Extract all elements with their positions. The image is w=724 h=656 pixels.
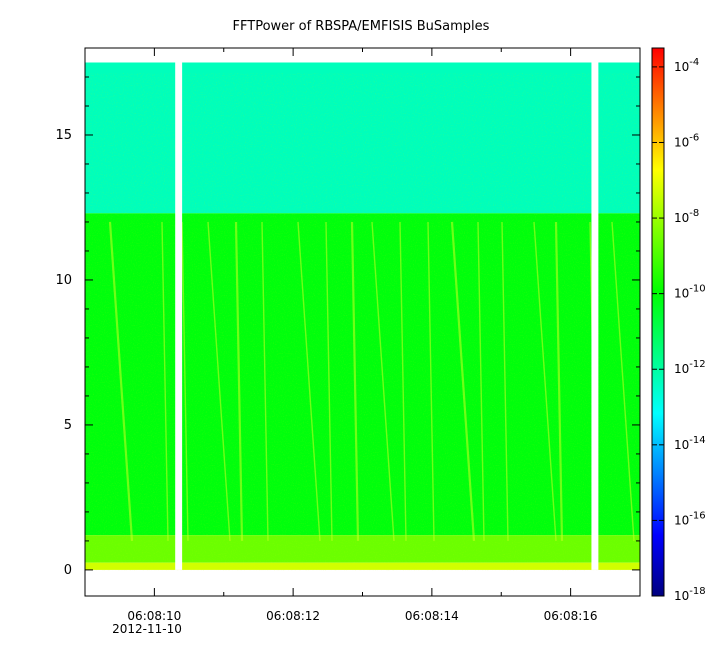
spectrogram-streak: [181, 221, 189, 541]
colorbar-tick-label: 10-16: [674, 510, 706, 527]
x-date-label: 2012-11-10: [112, 622, 182, 636]
spectrogram-streak: [477, 221, 485, 541]
spectrogram-streak: [261, 221, 269, 541]
y-tick-label: 15: [55, 128, 72, 143]
y-tick-label: 10: [55, 273, 72, 288]
colorbar-tick-label: 10-10: [674, 284, 706, 301]
spectrogram-streak: [533, 221, 557, 541]
colorbar-tick-label: 10-12: [674, 359, 706, 376]
y-tick-label: 0: [64, 563, 72, 578]
x-tick-label: 06:08:14: [405, 609, 459, 623]
noise-texture: [85, 73, 640, 571]
x-axis: 06:08:10 06:08:12 06:08:14 06:08:16: [84, 48, 641, 623]
spectrogram-streak: [611, 221, 635, 541]
spectrogram-streak: [501, 221, 509, 541]
data-gap-1: [591, 62, 599, 570]
colorbar-tick-label: 10-14: [674, 435, 706, 452]
colorbar-tick-label: 10-4: [674, 57, 699, 74]
spectrogram-streak: [350, 221, 360, 541]
y-axis: 0 5 10 15: [55, 47, 640, 578]
colorbar-tick-label: 10-6: [674, 132, 699, 149]
plot-area: [85, 62, 640, 571]
colorbar-tick-label: 10-8: [674, 208, 699, 225]
x-tick-label: 06:08:16: [544, 609, 598, 623]
colorbar-tick-label: 10-18: [674, 586, 706, 603]
spectrogram-streak: [554, 221, 564, 541]
spectrogram-streak: [399, 221, 407, 541]
chart-title: FFTPower of RBSPA/EMFISIS BuSamples: [233, 19, 490, 34]
spectrogram-streak: [207, 221, 231, 541]
spectrogram-streak: [450, 221, 476, 541]
y-tick-label: 5: [64, 418, 72, 433]
spectrogram-streak: [427, 221, 435, 541]
spectrogram-streak: [234, 221, 244, 541]
spectrogram-streak: [297, 221, 321, 541]
spectrogram-streak: [325, 221, 333, 541]
spectrogram-streak: [108, 221, 134, 541]
spectrogram-streak: [161, 221, 169, 541]
x-tick-label: 06:08:12: [266, 609, 320, 623]
x-tick-label: 06:08:10: [127, 609, 181, 623]
colorbar-axis: 10-18 10-16 10-14 10-12 10-10 10-8 10-6 10-4: [652, 57, 706, 603]
colorbar: [651, 47, 665, 597]
spectrogram-streak: [371, 221, 395, 541]
data-gap-0: [175, 62, 183, 570]
